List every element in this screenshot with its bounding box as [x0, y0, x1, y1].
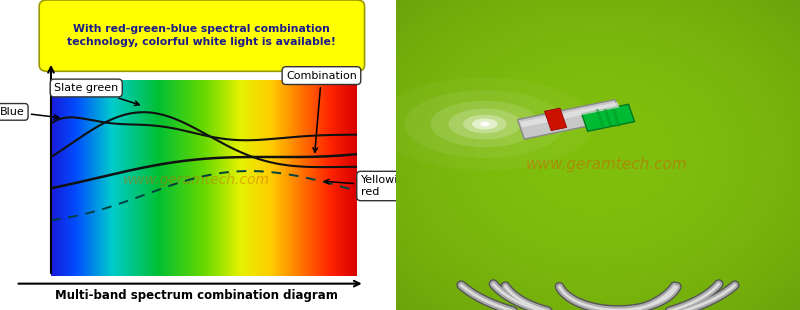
Text: Yellowish
red: Yellowish red	[325, 175, 411, 197]
Ellipse shape	[481, 122, 490, 126]
Text: Combination: Combination	[286, 71, 357, 152]
Ellipse shape	[463, 115, 506, 133]
Polygon shape	[544, 108, 566, 131]
Ellipse shape	[430, 101, 539, 147]
Text: Slate green: Slate green	[54, 83, 139, 105]
Polygon shape	[582, 104, 634, 131]
Text: www.geramtech.com: www.geramtech.com	[526, 157, 687, 172]
Text: Multi-band spectrum combination diagram: Multi-band spectrum combination diagram	[54, 289, 338, 302]
Text: Blue: Blue	[0, 107, 58, 119]
Ellipse shape	[449, 108, 522, 140]
Polygon shape	[518, 100, 622, 139]
Polygon shape	[520, 102, 619, 127]
Ellipse shape	[405, 90, 565, 158]
Text: www.geramtech.com: www.geramtech.com	[122, 173, 270, 187]
Polygon shape	[603, 109, 613, 127]
FancyBboxPatch shape	[39, 0, 365, 71]
Polygon shape	[595, 109, 605, 127]
Polygon shape	[611, 109, 621, 127]
Text: With red-green-blue spectral combination
technology, colorful white light is ava: With red-green-blue spectral combination…	[67, 24, 336, 47]
Ellipse shape	[472, 118, 498, 130]
